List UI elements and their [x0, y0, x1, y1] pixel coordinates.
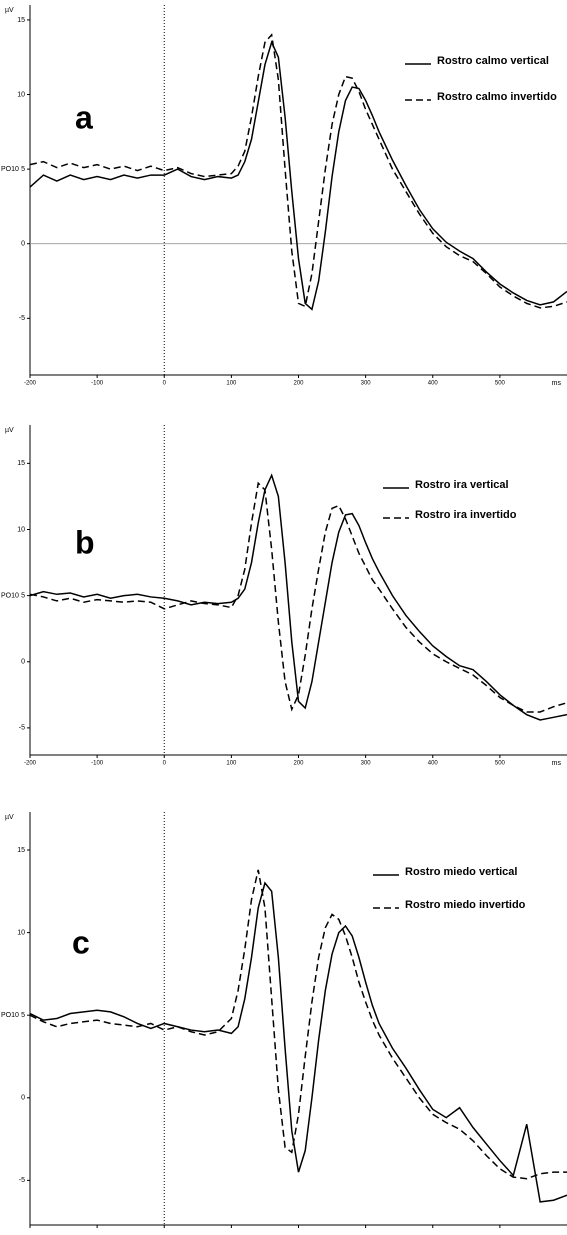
x-tick-label: 0 [163, 381, 167, 387]
y-tick-label: 0 [21, 241, 25, 248]
y-tick-label: 15 [17, 460, 25, 467]
y-tick-label: 15 [17, 847, 25, 854]
y-tick-label: 5 [21, 166, 25, 173]
y-tick-label: 0 [21, 659, 25, 666]
x-axis-label: ms [552, 380, 562, 387]
x-tick-label: 200 [293, 761, 304, 767]
series-line [30, 42, 567, 309]
panel-label: a [75, 99, 93, 135]
x-tick-label: -100 [91, 761, 104, 767]
y-tick-label: -5 [19, 315, 25, 322]
y-tick-label: 0 [21, 1095, 25, 1102]
legend-label: Rostro ira invertido [415, 509, 517, 521]
x-tick-label: -200 [24, 761, 37, 767]
panel-label: b [75, 524, 95, 560]
x-tick-label: 100 [226, 761, 237, 767]
y-axis-label: µV [5, 427, 14, 434]
channel-label: PO10 [1, 592, 19, 599]
y-tick-label: -5 [19, 1177, 25, 1184]
y-tick-label: 5 [21, 1012, 25, 1019]
y-tick-label: 10 [17, 526, 25, 533]
y-tick-label: -5 [19, 725, 25, 732]
legend-label: Rostro ira vertical [415, 479, 509, 491]
y-axis-label: µV [5, 814, 14, 821]
x-tick-label: 400 [428, 381, 439, 387]
x-tick-label: 100 [226, 381, 237, 387]
x-tick-label: 500 [495, 381, 506, 387]
series-line [30, 35, 567, 308]
x-tick-label: 300 [361, 761, 372, 767]
y-tick-label: 10 [17, 929, 25, 936]
legend-label: Rostro miedo vertical [405, 866, 517, 878]
series-line [30, 870, 567, 1179]
y-tick-label: 15 [17, 17, 25, 24]
y-tick-label: 10 [17, 91, 25, 98]
x-tick-label: 0 [163, 761, 167, 767]
channel-label: PO10 [1, 1012, 19, 1019]
x-tick-label: 500 [495, 761, 506, 767]
legend-label: Rostro calmo vertical [437, 55, 549, 67]
channel-label: PO10 [1, 166, 19, 173]
panel-label: c [72, 924, 90, 960]
y-axis-label: µV [5, 7, 14, 14]
x-tick-label: 300 [361, 381, 372, 387]
x-axis-label: ms [552, 760, 562, 767]
x-tick-label: 400 [428, 761, 439, 767]
legend-label: Rostro miedo invertido [405, 899, 526, 911]
series-line [30, 883, 567, 1202]
x-tick-label: -200 [24, 381, 37, 387]
y-tick-label: 5 [21, 592, 25, 599]
x-tick-label: -100 [91, 381, 104, 387]
x-tick-label: 200 [293, 381, 304, 387]
legend-label: Rostro calmo invertido [437, 91, 557, 103]
